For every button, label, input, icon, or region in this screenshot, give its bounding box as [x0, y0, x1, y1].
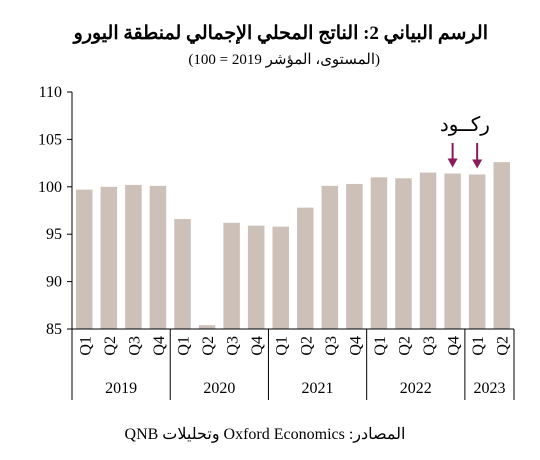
bar [346, 183, 363, 329]
x-tick-label: Q3 [225, 336, 242, 356]
y-tick-label: 100 [38, 179, 62, 196]
chart-title: الرسم البياني 2: الناتج المحلي الإجمالي … [73, 23, 488, 44]
bar [493, 162, 510, 329]
y-tick-label: 90 [46, 274, 62, 291]
x-tick-label: Q2 [397, 336, 414, 356]
bar [223, 222, 240, 329]
y-tick-label: 95 [46, 226, 62, 243]
chart-source: المصادر: Oxford Economics وتحليلات QNB [124, 426, 406, 443]
bar [198, 325, 216, 329]
x-tick-label: Q3 [323, 336, 340, 356]
x-tick-label: Q3 [126, 336, 143, 356]
bar [468, 174, 486, 329]
bar [297, 207, 314, 329]
bar [247, 225, 265, 329]
bar [174, 219, 191, 329]
recession-arrow [472, 143, 483, 169]
bar [444, 173, 461, 329]
x-tick-label: Q4 [446, 336, 463, 356]
bar [149, 185, 167, 329]
bar [419, 172, 437, 329]
bar [125, 184, 142, 329]
bar [272, 226, 289, 329]
x-tick-label: Q1 [77, 336, 94, 356]
x-tick-label: Q2 [495, 336, 512, 356]
year-label: 2019 [105, 380, 137, 397]
bar [100, 186, 118, 329]
bar [76, 189, 93, 329]
y-tick-label: 85 [46, 321, 62, 338]
x-axis: Q1 Q2 Q3 Q4 Q1 Q2 Q3 Q4 Q1 Q2 Q3 Q4 Q1 Q2 Q3 Q4 Q1 Q2 2019… [71, 328, 515, 400]
x-tick-label: Q4 [249, 336, 266, 356]
x-tick-label: Q1 [470, 336, 487, 356]
x-tick-label: Q1 [176, 336, 193, 356]
x-tick-label: Q3 [421, 336, 438, 356]
x-tick-label: Q2 [200, 336, 217, 356]
recession-arrow [447, 143, 458, 168]
year-label: 2021 [302, 380, 334, 397]
x-tick-label: Q2 [298, 336, 315, 356]
year-label: 2020 [203, 380, 235, 397]
bar [395, 178, 412, 329]
x-tick-label: Q1 [372, 336, 389, 356]
bar-series [76, 162, 510, 329]
x-tick-label: Q4 [347, 336, 364, 356]
x-tick-label: Q1 [274, 336, 291, 356]
chart-subtitle: (المستوى، المؤشر 2019 = 100) [188, 52, 380, 68]
y-axis: 85 90 95 100 105 110 [38, 84, 73, 338]
recession-label: ركــود [440, 114, 490, 136]
x-tick-label: Q2 [102, 336, 119, 356]
year-label: 2023 [473, 380, 505, 397]
y-tick-label: 110 [39, 84, 62, 101]
year-label: 2022 [400, 380, 432, 397]
y-tick-label: 105 [38, 131, 62, 148]
bar [321, 185, 339, 329]
bar [370, 177, 388, 329]
x-tick-label: Q4 [151, 336, 168, 356]
recession-annotation: ركــود [440, 114, 490, 169]
